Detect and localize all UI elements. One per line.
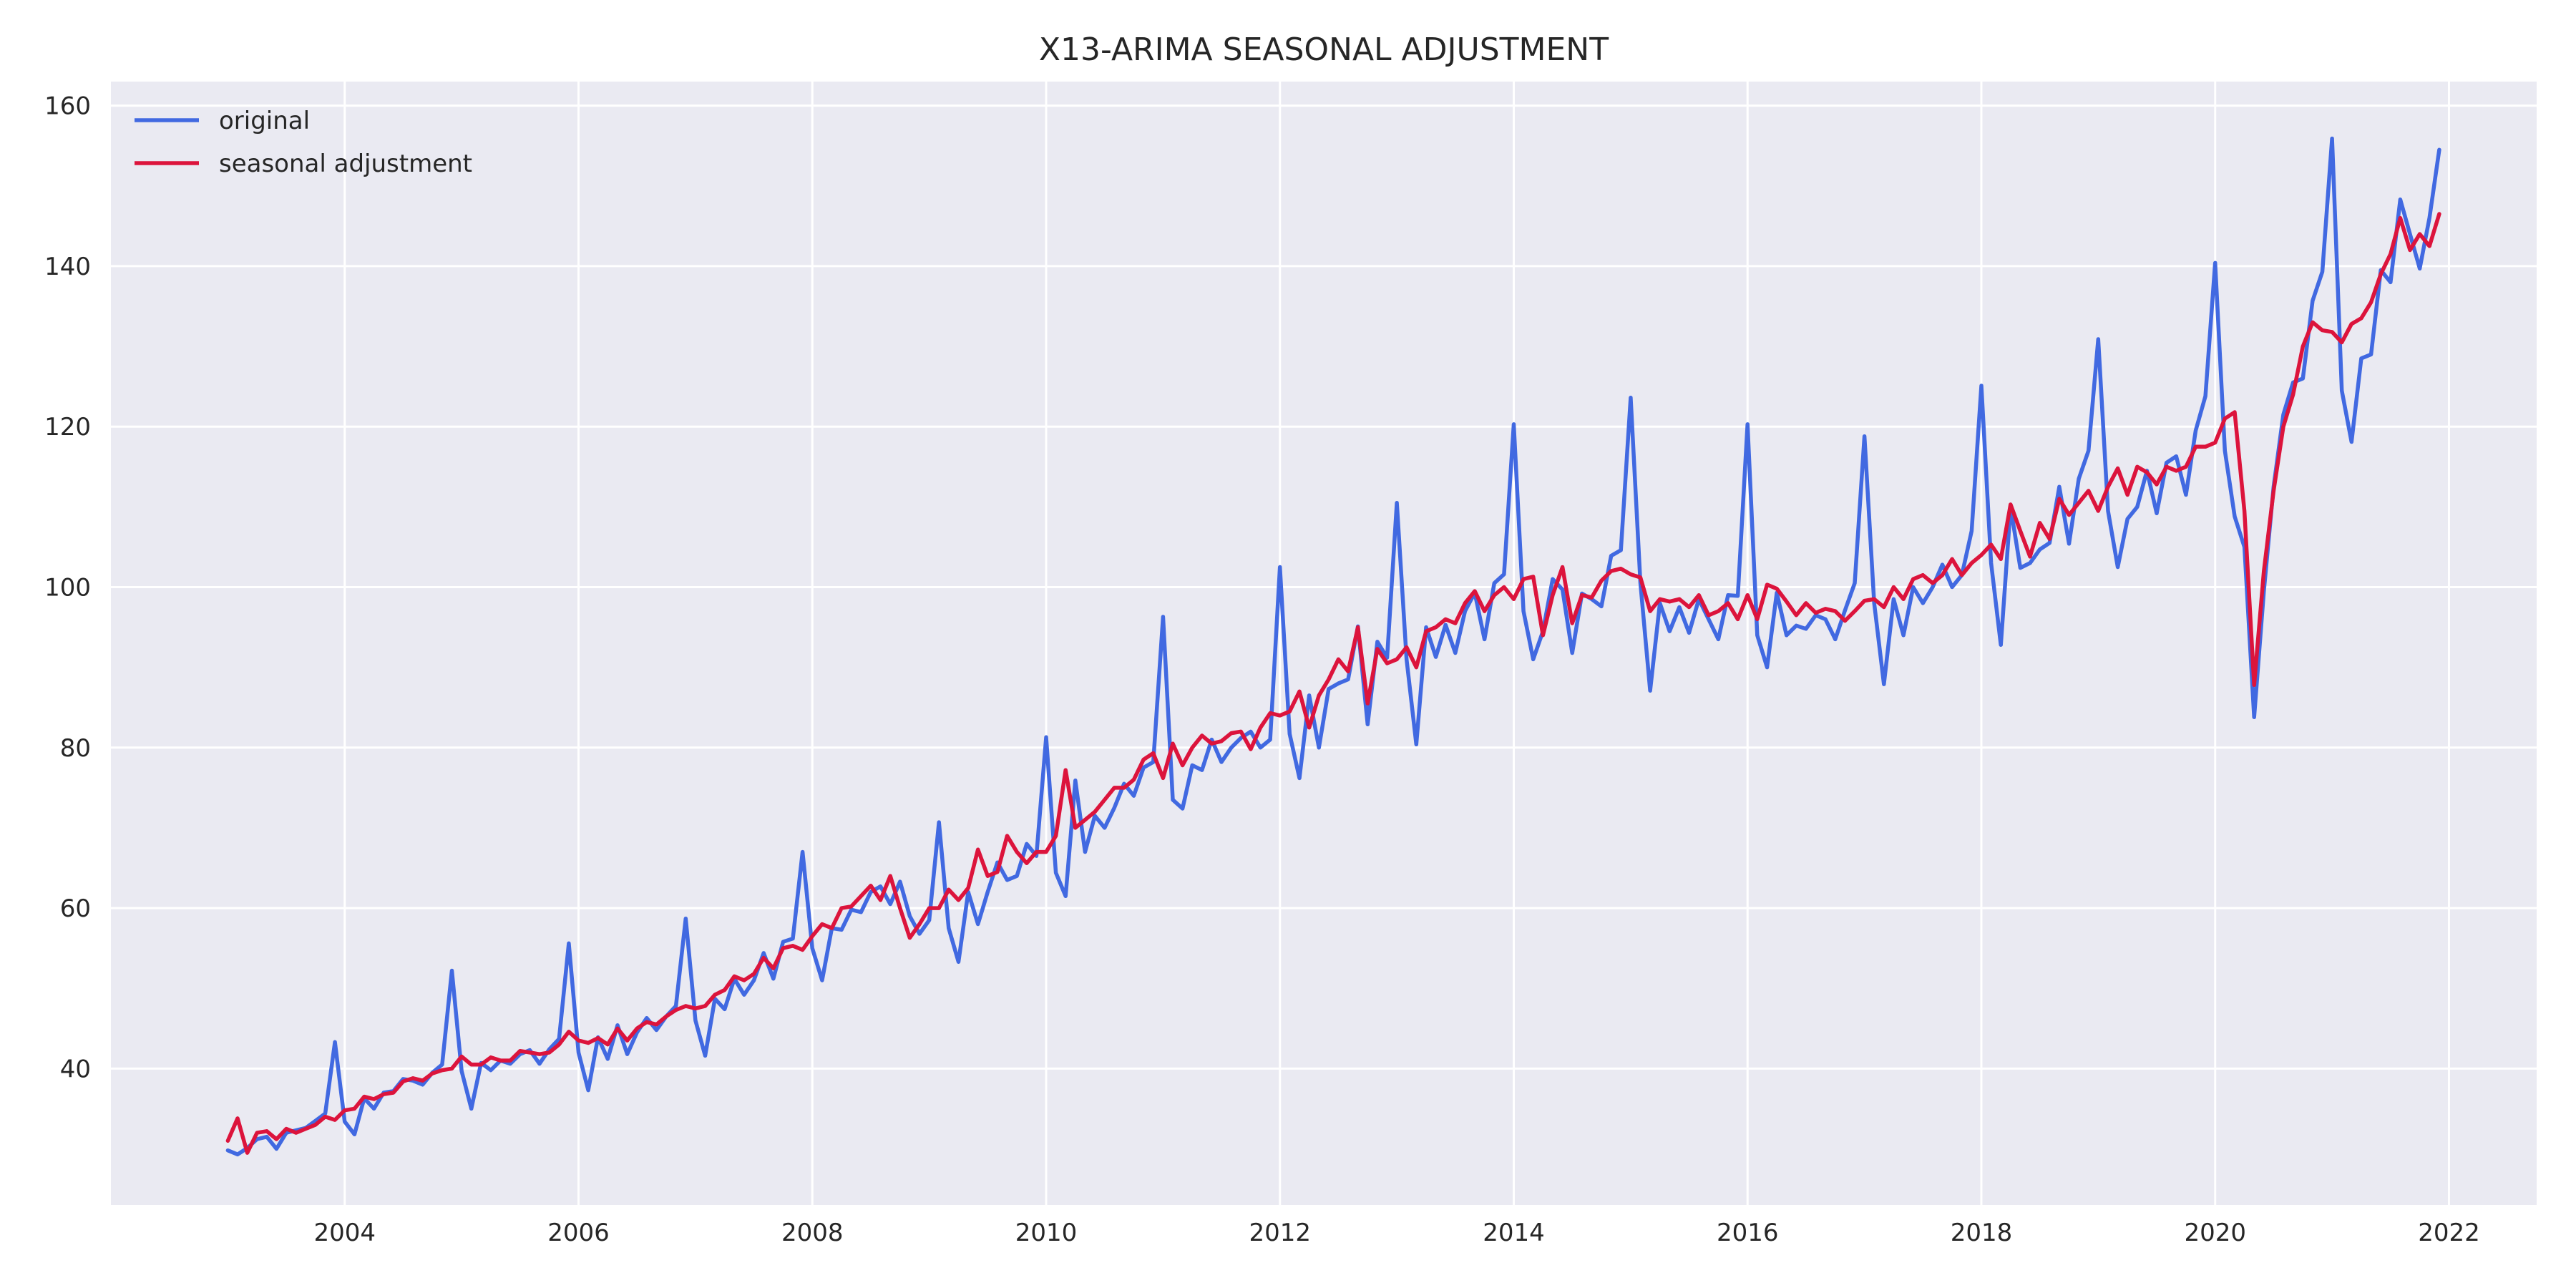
x-tick-label: 2006: [547, 1219, 610, 1247]
chart-title: X13-ARIMA SEASONAL ADJUSTMENT: [1039, 31, 1609, 68]
x-tick-label: 2016: [1717, 1219, 1779, 1247]
y-tick-label: 60: [60, 894, 91, 923]
x-tick-label: 2022: [2418, 1219, 2480, 1247]
x-tick-labels: 2004 2006 2008 2010 2012 2014 2016 2018 2020 2022: [313, 1219, 2479, 1247]
plot-background: [111, 82, 2537, 1205]
y-tick-labels: 40 60 80 100 120 140 160: [44, 92, 91, 1084]
legend-label-1: seasonal adjustment: [219, 150, 472, 178]
y-tick-label: 140: [44, 253, 91, 281]
series-line-1: [225, 212, 2441, 1155]
series-line-0: [225, 136, 2441, 1157]
x-tick-label: 2012: [1249, 1219, 1311, 1247]
y-tick-label: 40: [60, 1055, 91, 1083]
x-tick-label: 2004: [313, 1219, 376, 1247]
y-tick-label: 120: [44, 413, 91, 441]
grid: [111, 82, 2537, 1205]
series-lines: [225, 136, 2441, 1157]
x-tick-label: 2008: [781, 1219, 844, 1247]
x-tick-label: 2010: [1015, 1219, 1078, 1247]
x-tick-label: 2014: [1483, 1219, 1545, 1247]
legend-label-0: original: [219, 107, 310, 135]
y-tick-label: 80: [60, 734, 91, 763]
legend: original seasonal adjustment: [135, 107, 472, 178]
y-tick-label: 160: [44, 92, 91, 121]
y-tick-label: 100: [44, 574, 91, 602]
x-tick-label: 2018: [1951, 1219, 2013, 1247]
x-tick-label: 2020: [2184, 1219, 2246, 1247]
